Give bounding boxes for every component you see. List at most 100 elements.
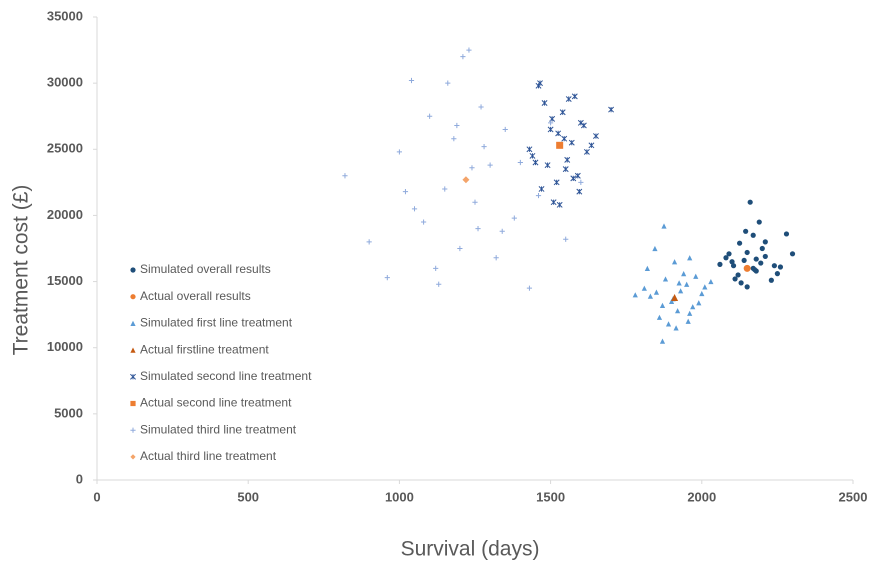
point bbox=[366, 239, 372, 245]
point bbox=[580, 122, 587, 129]
point bbox=[472, 199, 478, 205]
point bbox=[532, 159, 539, 166]
point bbox=[729, 259, 735, 265]
point bbox=[451, 136, 457, 142]
point bbox=[526, 146, 533, 153]
y-tick-label: 35000 bbox=[47, 8, 83, 23]
point bbox=[433, 265, 439, 271]
point bbox=[777, 264, 784, 270]
point bbox=[411, 206, 418, 212]
point bbox=[454, 122, 460, 129]
legend-label: Simulated first line treatment bbox=[140, 316, 293, 330]
point bbox=[753, 256, 759, 262]
point bbox=[652, 245, 658, 252]
legend-label: Simulated overall results bbox=[140, 262, 271, 276]
point bbox=[550, 199, 557, 206]
point bbox=[553, 179, 560, 186]
point bbox=[547, 126, 554, 133]
y-tick-label: 25000 bbox=[47, 141, 83, 156]
point bbox=[548, 120, 554, 126]
point bbox=[396, 149, 402, 155]
point bbox=[493, 255, 499, 261]
y-tick-label: 20000 bbox=[47, 207, 83, 222]
point bbox=[568, 139, 575, 146]
point bbox=[457, 245, 463, 252]
point bbox=[743, 264, 751, 272]
legend-marker bbox=[130, 320, 136, 326]
point bbox=[759, 245, 765, 252]
point bbox=[744, 249, 750, 256]
point bbox=[752, 267, 758, 273]
point bbox=[684, 281, 690, 287]
point bbox=[561, 135, 568, 142]
point bbox=[662, 276, 669, 282]
point bbox=[783, 231, 790, 237]
point bbox=[565, 96, 572, 102]
point bbox=[647, 293, 653, 299]
point bbox=[499, 228, 505, 234]
legend-marker bbox=[130, 294, 136, 300]
legend-marker bbox=[130, 267, 136, 273]
point bbox=[342, 173, 348, 179]
legend-marker bbox=[130, 400, 136, 407]
legend-marker bbox=[130, 373, 136, 380]
point bbox=[564, 156, 571, 163]
point bbox=[481, 144, 487, 150]
y-axis-title: Treatment cost (£) bbox=[10, 185, 33, 356]
legend-marker bbox=[130, 427, 136, 433]
point bbox=[726, 251, 732, 257]
point bbox=[678, 288, 684, 294]
point bbox=[436, 281, 442, 287]
point bbox=[462, 176, 470, 184]
point bbox=[771, 263, 777, 269]
x-axis-title: Survival (days) bbox=[401, 538, 540, 561]
point bbox=[502, 126, 508, 133]
point bbox=[475, 226, 481, 232]
point bbox=[526, 285, 533, 291]
point bbox=[687, 310, 693, 316]
point bbox=[469, 165, 475, 171]
point bbox=[408, 77, 415, 84]
point bbox=[578, 179, 584, 185]
point bbox=[559, 109, 566, 116]
point bbox=[593, 133, 599, 140]
point bbox=[681, 271, 687, 277]
point bbox=[556, 141, 564, 149]
point bbox=[445, 80, 451, 86]
point bbox=[544, 162, 551, 169]
point bbox=[671, 259, 678, 265]
point bbox=[687, 255, 693, 261]
point bbox=[487, 162, 493, 168]
point bbox=[747, 199, 753, 205]
point bbox=[537, 80, 543, 87]
point bbox=[541, 100, 548, 106]
point bbox=[641, 285, 647, 291]
point bbox=[420, 219, 427, 225]
point bbox=[708, 278, 714, 285]
legend-label: Actual third line treatment bbox=[140, 449, 277, 463]
point bbox=[659, 338, 666, 344]
point bbox=[661, 223, 667, 229]
x-tick-label: 2500 bbox=[839, 489, 868, 504]
point bbox=[583, 148, 590, 155]
point bbox=[768, 277, 774, 283]
legend-label: Actual firstline treatment bbox=[140, 342, 269, 356]
y-tick-label: 0 bbox=[76, 471, 83, 486]
point bbox=[675, 308, 681, 314]
point bbox=[427, 113, 433, 119]
point bbox=[460, 54, 466, 60]
y-tick-label: 10000 bbox=[47, 339, 83, 354]
point bbox=[789, 251, 796, 257]
point bbox=[671, 293, 679, 301]
legend-label: Simulated second line treatment bbox=[140, 369, 312, 383]
point bbox=[562, 166, 569, 173]
point bbox=[653, 289, 660, 295]
legend-label: Actual second line treatment bbox=[140, 396, 292, 410]
point bbox=[735, 272, 741, 278]
point bbox=[384, 275, 390, 281]
y-tick-label: 5000 bbox=[54, 405, 83, 420]
point bbox=[743, 228, 749, 234]
point bbox=[673, 325, 679, 331]
point bbox=[588, 142, 595, 149]
